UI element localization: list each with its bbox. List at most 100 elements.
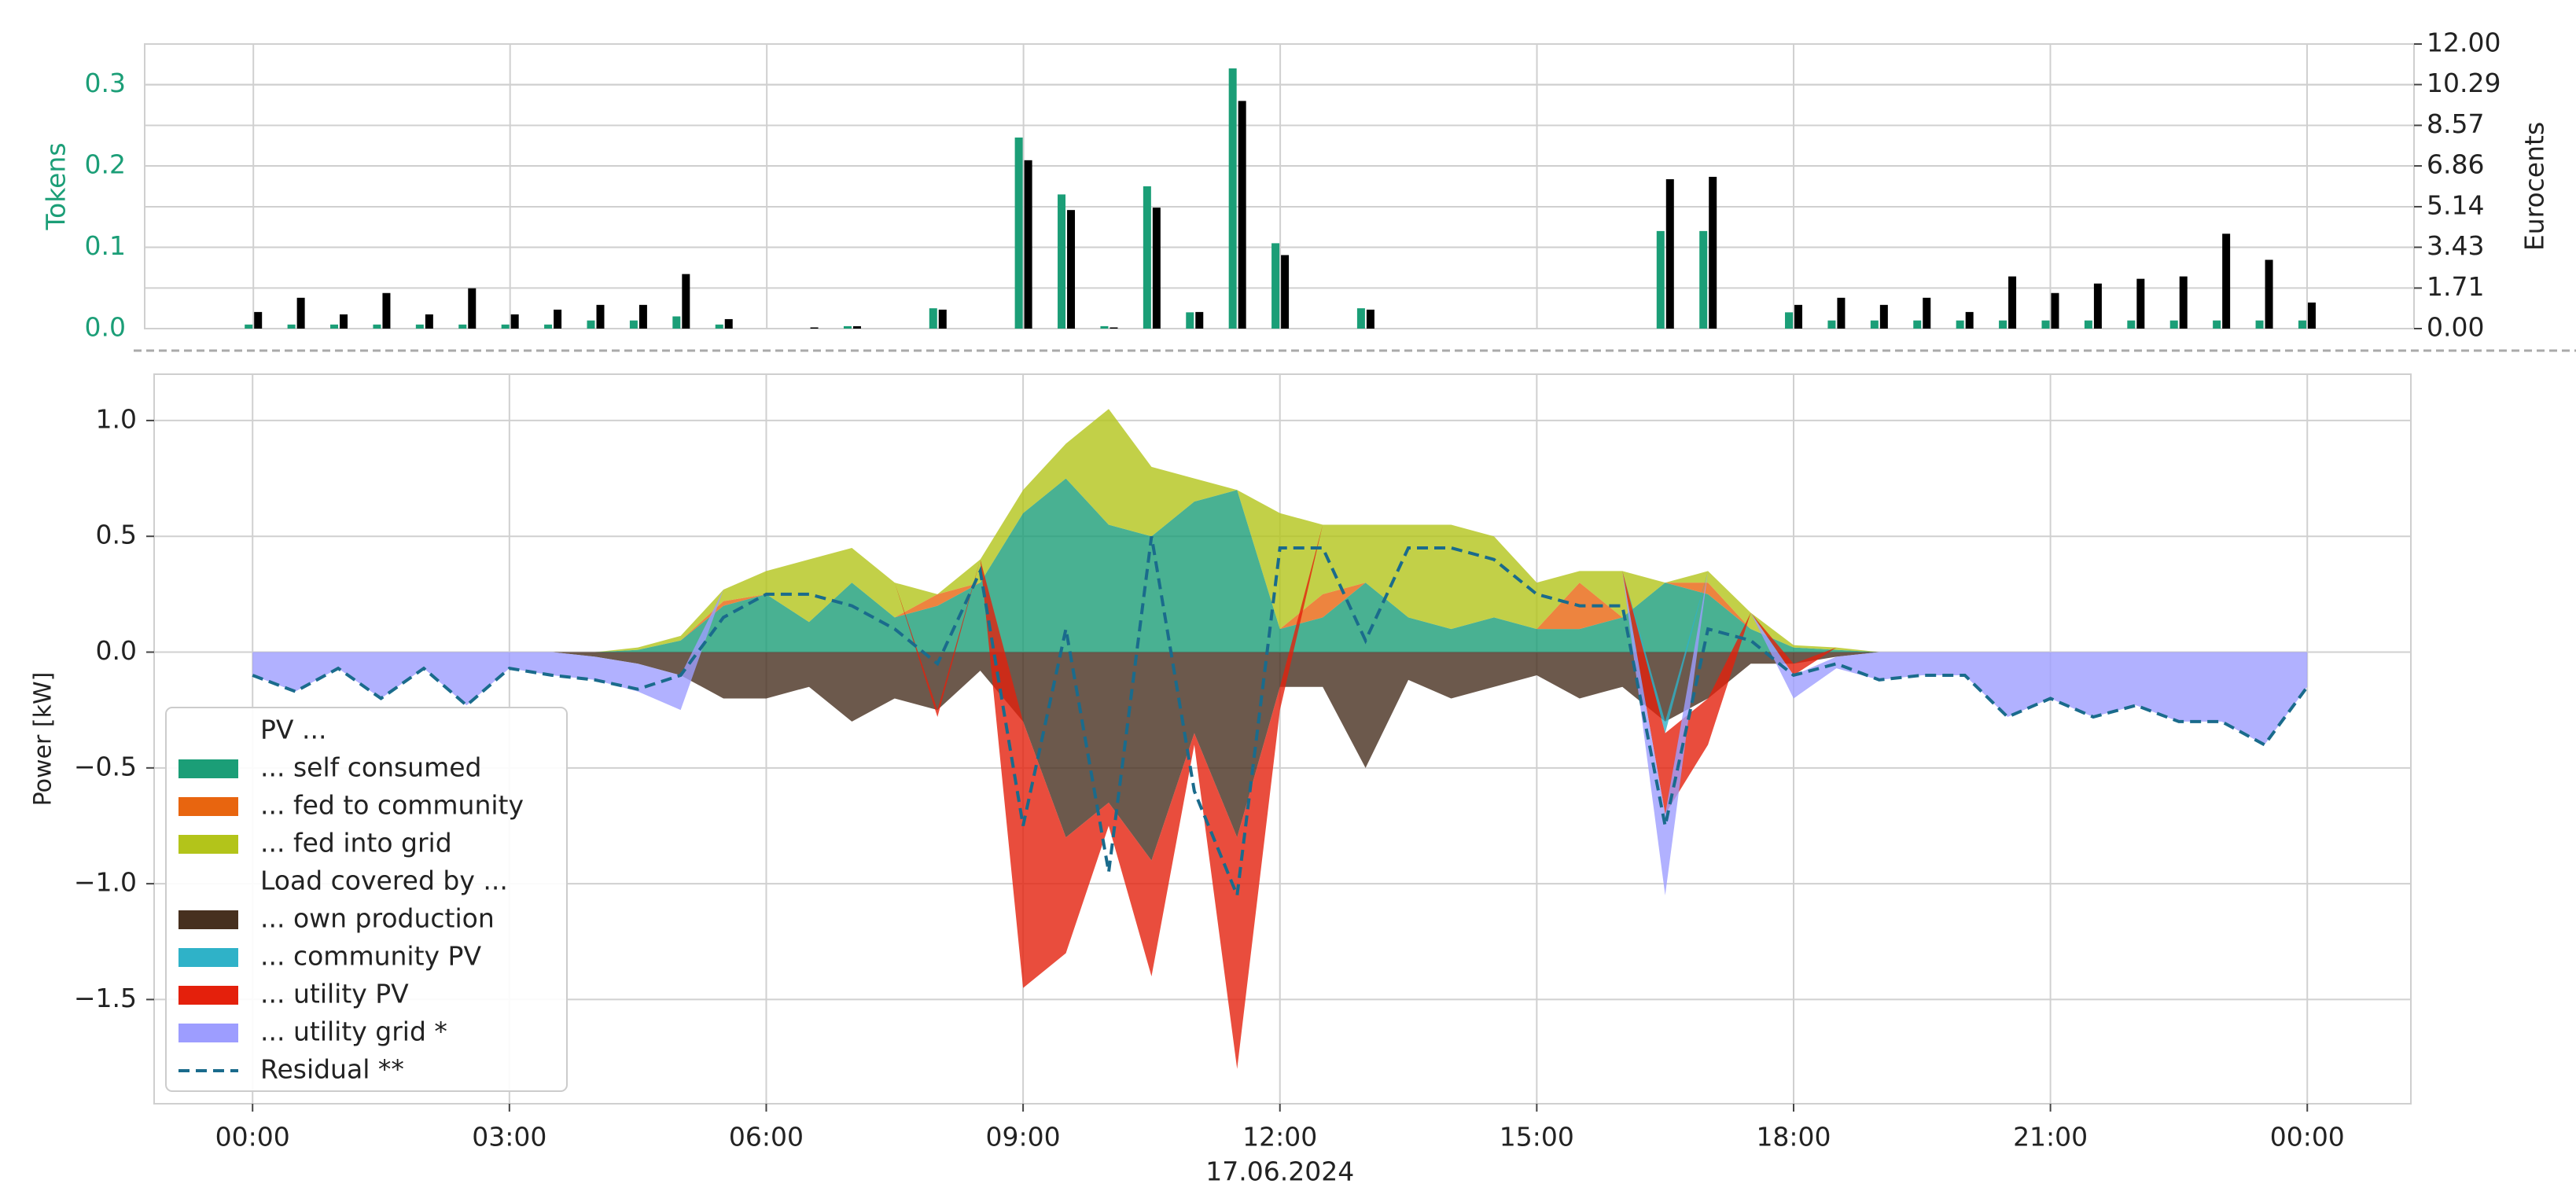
area: [252, 409, 2308, 895]
bar: [554, 309, 562, 329]
bar: [458, 324, 467, 329]
bar: [245, 324, 253, 329]
bar: [724, 318, 733, 329]
bar: [1870, 320, 1879, 329]
bar: [629, 320, 638, 329]
bar: [1699, 230, 1708, 329]
bar: [382, 292, 391, 329]
bar: [2222, 233, 2231, 329]
legend-header: PV ...: [260, 715, 326, 745]
x-tick-label: 12:00: [1242, 1122, 1317, 1152]
bar: [2169, 320, 2178, 329]
y2-tick-label: 8.57: [2427, 108, 2484, 139]
bar: [1785, 312, 1794, 329]
bar: [287, 324, 296, 329]
bar: [1923, 297, 1931, 329]
bar: [1067, 210, 1076, 329]
y2-tick-label: 5.14: [2427, 189, 2484, 220]
legend-swatch: [178, 948, 238, 967]
bar: [468, 288, 477, 329]
y-tick-label: 0.5: [96, 520, 137, 550]
bar: [1956, 320, 1964, 329]
bar: [587, 320, 595, 329]
bar: [254, 311, 263, 329]
legend-box: [165, 707, 568, 1092]
area: [252, 478, 2308, 652]
legend-label: ... self consumed: [260, 752, 481, 783]
bar: [2093, 283, 2102, 329]
y-axis-label: Tokens: [41, 142, 72, 230]
bar: [1356, 308, 1365, 329]
bar: [2051, 292, 2059, 329]
y-tick-label: 0.3: [85, 68, 126, 98]
bar: [425, 314, 433, 329]
legend-swatch: [178, 835, 238, 854]
bar: [938, 309, 947, 329]
bar: [1656, 230, 1665, 329]
bar: [1228, 68, 1237, 329]
x-tick-label: 18:00: [1756, 1122, 1831, 1152]
bar: [1999, 320, 2007, 329]
bar: [2127, 320, 2136, 329]
bar: [2255, 320, 2264, 329]
legend-label: Residual **: [260, 1054, 404, 1085]
bar: [340, 314, 348, 329]
bar: [715, 324, 723, 329]
bar: [510, 314, 519, 329]
legend-label: ... fed to community: [260, 790, 524, 821]
bar: [596, 304, 605, 329]
legend-swatch: [178, 797, 238, 816]
legend-header: Load covered by ...: [260, 866, 508, 896]
bar: [1366, 309, 1374, 329]
bar: [1827, 320, 1836, 329]
y2-tick-label: 3.43: [2427, 230, 2484, 261]
bottom-frame: [153, 373, 2412, 1105]
bar: [296, 297, 305, 329]
bar: [2179, 276, 2188, 329]
bar: [1709, 176, 1717, 329]
y2-tick-label: 6.86: [2427, 149, 2484, 180]
y-axis-label: Power [kW]: [30, 672, 57, 807]
bar: [373, 324, 381, 329]
legend-label: ... own production: [260, 903, 495, 934]
y2-axis-label: Eurocents: [2519, 122, 2550, 251]
legend-swatch: [178, 910, 238, 929]
legend-swatch: [178, 986, 238, 1005]
x-axis-label: 17.06.2024: [1205, 1156, 1354, 1187]
bar: [1837, 297, 1846, 329]
bar: [415, 324, 424, 329]
bar: [810, 327, 819, 329]
bar: [544, 324, 553, 329]
line: [252, 535, 2309, 902]
x-tick-label: 09:00: [986, 1122, 1061, 1152]
bar: [330, 324, 339, 329]
bar: [501, 324, 510, 329]
bar: [2265, 259, 2273, 329]
bar: [638, 304, 647, 329]
bar: [929, 308, 937, 329]
bar: [1024, 160, 1032, 329]
bar: [1271, 243, 1280, 329]
x-tick-label: 03:00: [472, 1122, 546, 1152]
bar: [1143, 186, 1151, 329]
y2-tick-label: 10.29: [2427, 68, 2501, 98]
bar: [1913, 320, 1922, 329]
bar: [1110, 327, 1118, 329]
y-tick-label: 1.0: [96, 403, 137, 434]
bar: [1879, 304, 1888, 329]
y-tick-label: −1.0: [74, 867, 137, 898]
bar: [1794, 304, 1803, 329]
y-tick-label: −0.5: [74, 751, 137, 781]
y-tick-label: 0.0: [85, 312, 126, 343]
bar: [1281, 255, 1290, 329]
bar: [2298, 320, 2306, 329]
bar: [1195, 311, 1204, 329]
legend-label: ... fed into grid: [260, 828, 452, 858]
y-tick-label: 0.0: [96, 635, 137, 666]
legend-label: ... community PV: [260, 941, 481, 972]
x-tick-label: 15:00: [1500, 1122, 1574, 1152]
bar: [1965, 311, 1974, 329]
bar: [672, 316, 681, 329]
legend-swatch: [178, 759, 238, 778]
